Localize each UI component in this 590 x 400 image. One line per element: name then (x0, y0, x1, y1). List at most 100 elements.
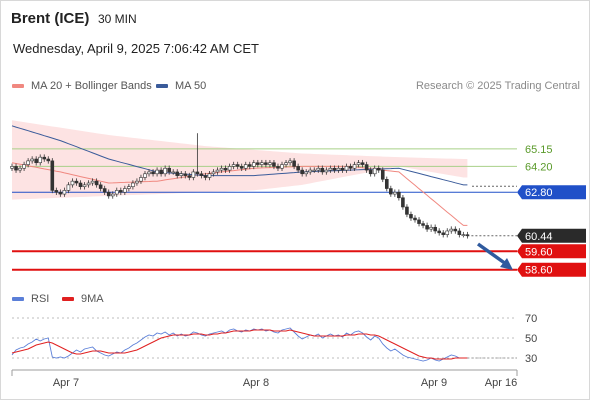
candle-body (171, 171, 175, 174)
ma50-label: MA 50 (175, 80, 207, 92)
candle-body (22, 164, 26, 169)
candle-body (235, 164, 240, 167)
candle-body (352, 164, 357, 169)
forecast-arrow-shaft (476, 242, 508, 266)
candle-body (384, 179, 389, 189)
candle-body (74, 180, 79, 184)
candle-body (110, 193, 115, 197)
candle-body (123, 188, 127, 193)
x-tick-Apr-9: Apr 9 (421, 377, 447, 389)
candle-body (50, 160, 55, 191)
candle-body (38, 156, 43, 164)
candle-body (159, 169, 163, 175)
candle-body (167, 167, 171, 173)
candle-body (203, 175, 208, 178)
candle-body (453, 228, 458, 232)
rsi-tick-30: 30 (525, 353, 537, 365)
ma20-swatch-icon (12, 84, 24, 88)
candle-body (417, 219, 421, 224)
rsi-ma-label: 9MA (81, 293, 104, 305)
candle-body (284, 162, 288, 165)
candle-body (18, 167, 22, 171)
candle-body (356, 162, 361, 165)
candle-body (30, 158, 34, 162)
candle-body (296, 166, 300, 171)
credit-text: Research © 2025 Trading Central (415, 80, 580, 92)
candle-body (94, 180, 99, 186)
rsi-line (11, 327, 468, 362)
candle-body (90, 180, 95, 184)
rsi-tick-50: 50 (525, 333, 537, 345)
candle-body (308, 169, 313, 173)
candle-body (340, 167, 345, 171)
candle-body (328, 167, 333, 171)
legend-rsi-ma: 9MA (62, 293, 104, 305)
level-label-60.44: 60.44 (525, 231, 553, 243)
level-tag-59.60 (517, 244, 586, 259)
candle-body (191, 171, 196, 178)
candle-body (58, 191, 63, 195)
candle-body (256, 162, 260, 165)
candle-body (86, 182, 91, 186)
candle-body (457, 230, 462, 235)
candle-body (332, 167, 337, 171)
candle-body (397, 191, 401, 199)
candle-body (268, 162, 272, 165)
candle-body (114, 190, 119, 195)
candle-body (433, 226, 437, 232)
candle-body (292, 160, 296, 167)
candle-body (272, 162, 276, 167)
ma20-label: MA 20 + Bollinger Bands (31, 80, 152, 92)
candle-body (393, 191, 397, 195)
candle-body (300, 169, 304, 175)
candle-body (288, 160, 292, 164)
candle-body (316, 167, 321, 171)
candle-body (179, 173, 184, 176)
candle-body (14, 166, 18, 171)
timestamp: Wednesday, April 9, 2025 7:06:42 AM CET (13, 41, 259, 56)
candle-body (380, 169, 385, 180)
candle-body (195, 171, 200, 175)
bollinger-band (12, 120, 468, 200)
level-label-65.15: 65.15 (525, 144, 553, 156)
candle-body (163, 167, 167, 175)
candle-body (239, 166, 244, 169)
candle-body (199, 173, 204, 176)
legend-ma20: MA 20 + Bollinger Bands (12, 80, 152, 92)
candle-body (82, 184, 87, 187)
candle-body (437, 230, 441, 234)
candle-body (119, 190, 123, 193)
ma50-swatch-icon (156, 84, 168, 88)
candle-body (304, 171, 308, 175)
x-tick-Apr-8: Apr 8 (243, 377, 269, 389)
candle-body (360, 162, 365, 165)
candle-body (445, 230, 450, 235)
interval-label[interactable]: 30 MIN (98, 12, 137, 26)
rsi-tick-70: 70 (525, 313, 537, 325)
candle-body (211, 171, 216, 175)
candle-body (376, 167, 381, 171)
candle-body (223, 167, 228, 171)
x-tick-Apr-16: Apr 16 (485, 377, 517, 389)
candle-body (207, 173, 212, 178)
legend-rsi: RSI (12, 293, 49, 305)
rsi-ma-line (11, 329, 468, 360)
candle-body (276, 166, 280, 169)
candle-body (389, 188, 393, 195)
forecast-arrow-head-icon (500, 258, 513, 270)
candle-body (187, 175, 192, 178)
candle-body (368, 169, 373, 175)
candle-body (372, 167, 377, 175)
level-label-64.20: 64.20 (525, 161, 553, 173)
candle-body (405, 206, 409, 215)
legend-ma50: MA 50 (156, 80, 206, 92)
candle-body (139, 177, 143, 182)
candle-body (98, 184, 103, 189)
level-label-62.80: 62.80 (525, 187, 553, 199)
candle-body (441, 232, 446, 235)
candle-body (336, 167, 341, 171)
candle-body (26, 160, 30, 165)
candle-body (143, 173, 147, 178)
candle-body (409, 214, 413, 219)
